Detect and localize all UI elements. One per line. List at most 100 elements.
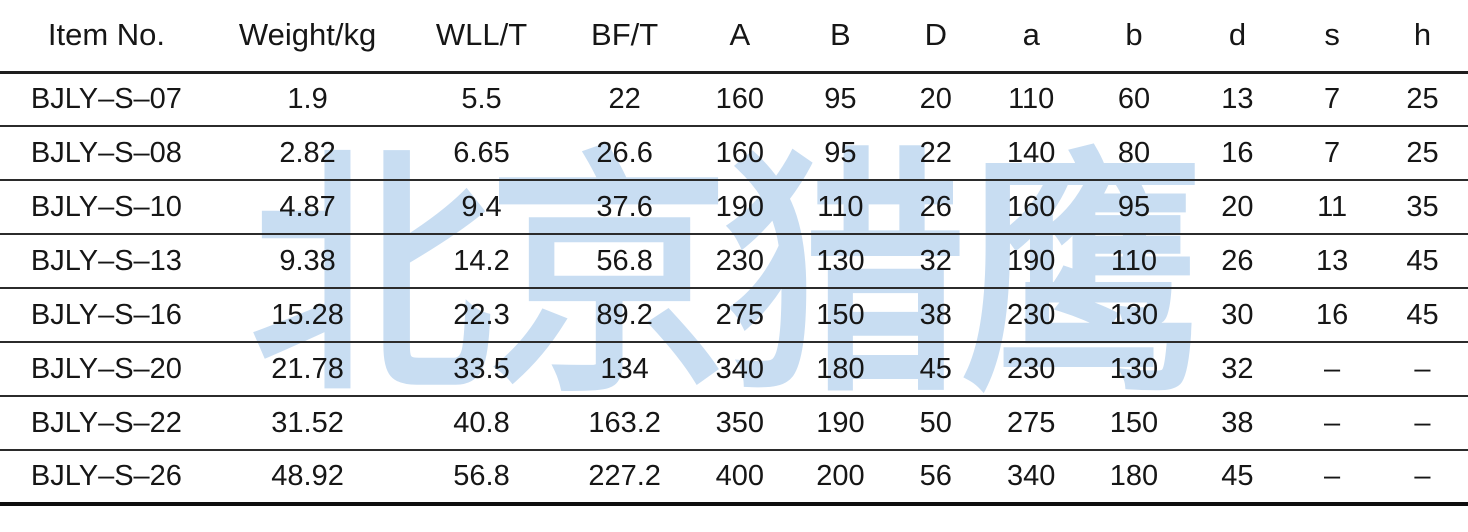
table-cell: 190 (715, 190, 765, 223)
table-cell: 7 (1324, 82, 1341, 115)
table-cell: 33.5 (453, 352, 510, 385)
item-no-cell: BJLY–S–20 (30, 352, 182, 385)
table-cell: 38 (1221, 406, 1254, 439)
table-cell: 95 (824, 136, 857, 169)
table-cell: 4.87 (279, 190, 336, 223)
item-no-cell: BJLY–S–26 (30, 460, 182, 492)
table-cell: 26.6 (596, 136, 653, 169)
table-cell: 45 (919, 352, 952, 385)
table-cell: 95 (1117, 190, 1151, 223)
table-cell: 89.2 (596, 298, 653, 331)
table-cell: 9.4 (461, 190, 502, 223)
table-cell: 7 (1324, 136, 1341, 169)
table-cell: 50 (919, 406, 952, 439)
table-cell: 25 (1406, 82, 1439, 115)
watermark-text: 北京猎鹰 (250, 131, 1203, 421)
table-cell: 11 (1317, 190, 1348, 223)
table-cell: 2.82 (279, 136, 336, 169)
table-cell: 230 (715, 244, 765, 277)
table-cell: – (1324, 352, 1341, 385)
table-cell: 400 (715, 460, 765, 492)
table-cell: 130 (1109, 352, 1159, 385)
column-header-10: s (1287, 0, 1377, 74)
table-cell: 40.8 (453, 406, 510, 439)
table-cell: 130 (816, 244, 865, 277)
table-cell: 15.28 (271, 298, 344, 331)
table-row: BJLY–S–08 2.82 6.65 26.6 160 95 22 140 80 16 7 25 (0, 126, 1468, 180)
table-cell: 163.2 (588, 406, 661, 439)
table-cell: 30 (1221, 298, 1254, 331)
table-cell: 35 (1406, 190, 1439, 223)
table-cell: 230 (1007, 352, 1056, 385)
item-no-cell: BJLY–S–10 (30, 190, 182, 223)
table-cell: 56.8 (596, 244, 653, 277)
table-cell: 5.5 (461, 82, 502, 115)
table-cell: 110 (817, 190, 864, 223)
table-cell: 80 (1117, 136, 1151, 169)
table-row: BJLY–S–26 48.92 56.8 227.2 400 200 56 340 180 45 –… (0, 450, 1468, 504)
column-header-11: h (1376, 0, 1468, 74)
table-cell: 200 (816, 460, 865, 492)
table-cell: 45 (1221, 460, 1254, 492)
table-cell: 31.52 (271, 406, 344, 439)
table-row: BJLY–S–13 9.38 14.2 56.8 230 130 32 190 110 26 13 4… (0, 234, 1468, 288)
table-cell: 20 (919, 82, 952, 115)
item-no-cell: BJLY–S–07 (30, 82, 182, 115)
table-cell: 16 (1221, 136, 1254, 169)
table-cell: 275 (1007, 406, 1056, 439)
table-cell: 32 (1221, 352, 1254, 385)
column-header-7: a (982, 0, 1081, 74)
table-cell: 350 (715, 406, 765, 439)
table-cell: 14.2 (453, 244, 510, 277)
table-cell: – (1324, 460, 1341, 492)
table-cell: 180 (1109, 460, 1159, 492)
table-cell: 25 (1406, 136, 1439, 169)
column-header-0: Item No. (0, 0, 213, 74)
table-cell: 60 (1117, 82, 1151, 115)
table-cell: 110 (1110, 244, 1158, 277)
table-cell: 56.8 (453, 460, 510, 492)
table-cell: 22 (919, 136, 952, 169)
table-cell: 150 (816, 298, 865, 331)
table-cell: 13 (1221, 82, 1254, 115)
table-cell: 26 (919, 190, 952, 223)
table-cell: 38 (919, 298, 952, 331)
table-cell: 32 (919, 244, 952, 277)
item-no-cell: BJLY–S–08 (30, 136, 182, 169)
table-cell: 26 (1221, 244, 1254, 277)
item-no-cell: BJLY–S–22 (30, 406, 182, 439)
table-cell: 13 (1315, 244, 1349, 277)
column-header-3: BF/T (560, 0, 689, 74)
column-header-2: WLL/T (402, 0, 561, 74)
column-header-4: A (688, 0, 792, 74)
table-cell: 150 (1109, 406, 1159, 439)
table-row: BJLY–S–22 31.52 40.8 163.2 350 190 50 275 150 38 –… (0, 396, 1468, 450)
table-cell: 22.3 (453, 298, 510, 331)
column-header-8: b (1080, 0, 1188, 74)
table-cell: – (1414, 406, 1431, 439)
table-cell: 56 (919, 460, 952, 492)
table-cell: 48.92 (271, 460, 344, 492)
table-cell: 16 (1315, 298, 1349, 331)
table-body: BJLY–S–07 1.9 5.5 22 160 95 20 110 60 13 7 25 BJLY–S… (0, 72, 1468, 504)
table-cell: 95 (824, 82, 857, 115)
table-cell: 340 (1007, 460, 1056, 492)
table-cell: 227.2 (588, 460, 661, 492)
table-cell: 45 (1406, 244, 1439, 277)
table-cell: – (1324, 406, 1341, 439)
table-cell: 160 (1007, 190, 1056, 223)
item-no-cell: BJLY–S–16 (30, 298, 182, 331)
table-row: BJLY–S–20 21.78 33.5 134 340 180 45 230 130 32 – – (0, 342, 1468, 396)
table-cell: 130 (1109, 298, 1159, 331)
table-cell: 37.6 (596, 190, 653, 223)
table-row: BJLY–S–10 4.87 9.4 37.6 190 110 26 160 95 20 11 35 (0, 180, 1468, 234)
table-cell: 190 (816, 406, 865, 439)
table-cell: 6.65 (453, 136, 510, 169)
table-cell: 140 (1007, 136, 1056, 169)
table-cell: 9.38 (279, 244, 336, 277)
table-cell: 190 (1007, 244, 1056, 277)
